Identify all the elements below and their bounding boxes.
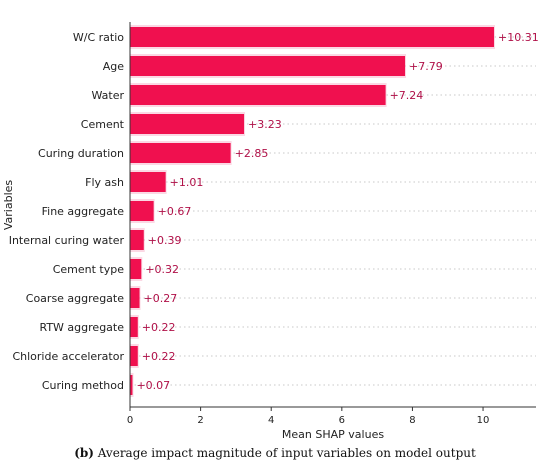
category-label: Chloride accelerator <box>12 350 124 363</box>
bars <box>130 25 495 397</box>
value-label: +0.32 <box>145 263 179 276</box>
value-label: +0.07 <box>136 379 170 392</box>
category-label: Curing duration <box>38 147 124 160</box>
value-label: +2.85 <box>235 147 269 160</box>
category-label: Cement <box>81 118 125 131</box>
value-label: +0.22 <box>142 350 176 363</box>
x-tick-label: 10 <box>477 415 490 426</box>
value-label: +0.22 <box>142 321 176 334</box>
x-tick-label: 4 <box>268 415 274 426</box>
value-label: +7.24 <box>390 89 424 102</box>
category-label: RTW aggregate <box>40 321 125 334</box>
bar <box>130 288 140 308</box>
x-ticks: 0 2 4 6 8 10 <box>127 407 490 426</box>
value-label: +0.67 <box>158 205 192 218</box>
value-label: +10.31 <box>498 31 539 44</box>
category-labels: W/C ratio Age Water Cement Curing duration Fl… <box>9 31 125 392</box>
shap-bar-chart: W/C ratio Age Water Cement Curing duration Fl… <box>2 22 539 440</box>
bar <box>130 114 245 134</box>
value-label: +7.79 <box>409 60 443 73</box>
x-tick-label: 2 <box>197 415 203 426</box>
bar <box>130 346 138 366</box>
x-tick-label: 6 <box>339 415 345 426</box>
category-label: Cement type <box>53 263 125 276</box>
bar <box>130 317 138 337</box>
bar <box>130 172 166 192</box>
category-label: Age <box>103 60 125 73</box>
value-label: +3.23 <box>248 118 282 131</box>
bar <box>130 230 144 250</box>
bar <box>130 27 494 47</box>
bar <box>130 85 386 105</box>
category-label: Internal curing water <box>9 234 125 247</box>
x-tick-label: 0 <box>127 415 133 426</box>
value-label: +1.01 <box>170 176 204 189</box>
x-axis-label: Mean SHAP values <box>282 428 384 440</box>
bar <box>130 201 154 221</box>
category-label: Coarse aggregate <box>26 292 124 305</box>
value-label: +0.27 <box>144 292 178 305</box>
caption-label: (b) <box>74 446 94 460</box>
caption-text: Average impact magnitude of input variab… <box>93 446 476 460</box>
bar <box>130 375 133 395</box>
bar <box>130 143 231 163</box>
bar <box>130 56 406 76</box>
category-label: W/C ratio <box>73 31 124 44</box>
bar <box>130 259 142 279</box>
category-label: Water <box>91 89 124 102</box>
x-tick-label: 8 <box>409 415 415 426</box>
figure-caption: (b) Average impact magnitude of input va… <box>0 446 550 460</box>
value-labels: +10.31 +7.79 +7.24 +3.23 +2.85 +1.01 +0.67 +0.3… <box>136 31 538 392</box>
y-axis-label: Variables <box>2 180 15 231</box>
category-label: Fine aggregate <box>42 205 125 218</box>
category-label: Curing method <box>42 379 124 392</box>
value-label: +0.39 <box>148 234 182 247</box>
category-label: Fly ash <box>85 176 124 189</box>
